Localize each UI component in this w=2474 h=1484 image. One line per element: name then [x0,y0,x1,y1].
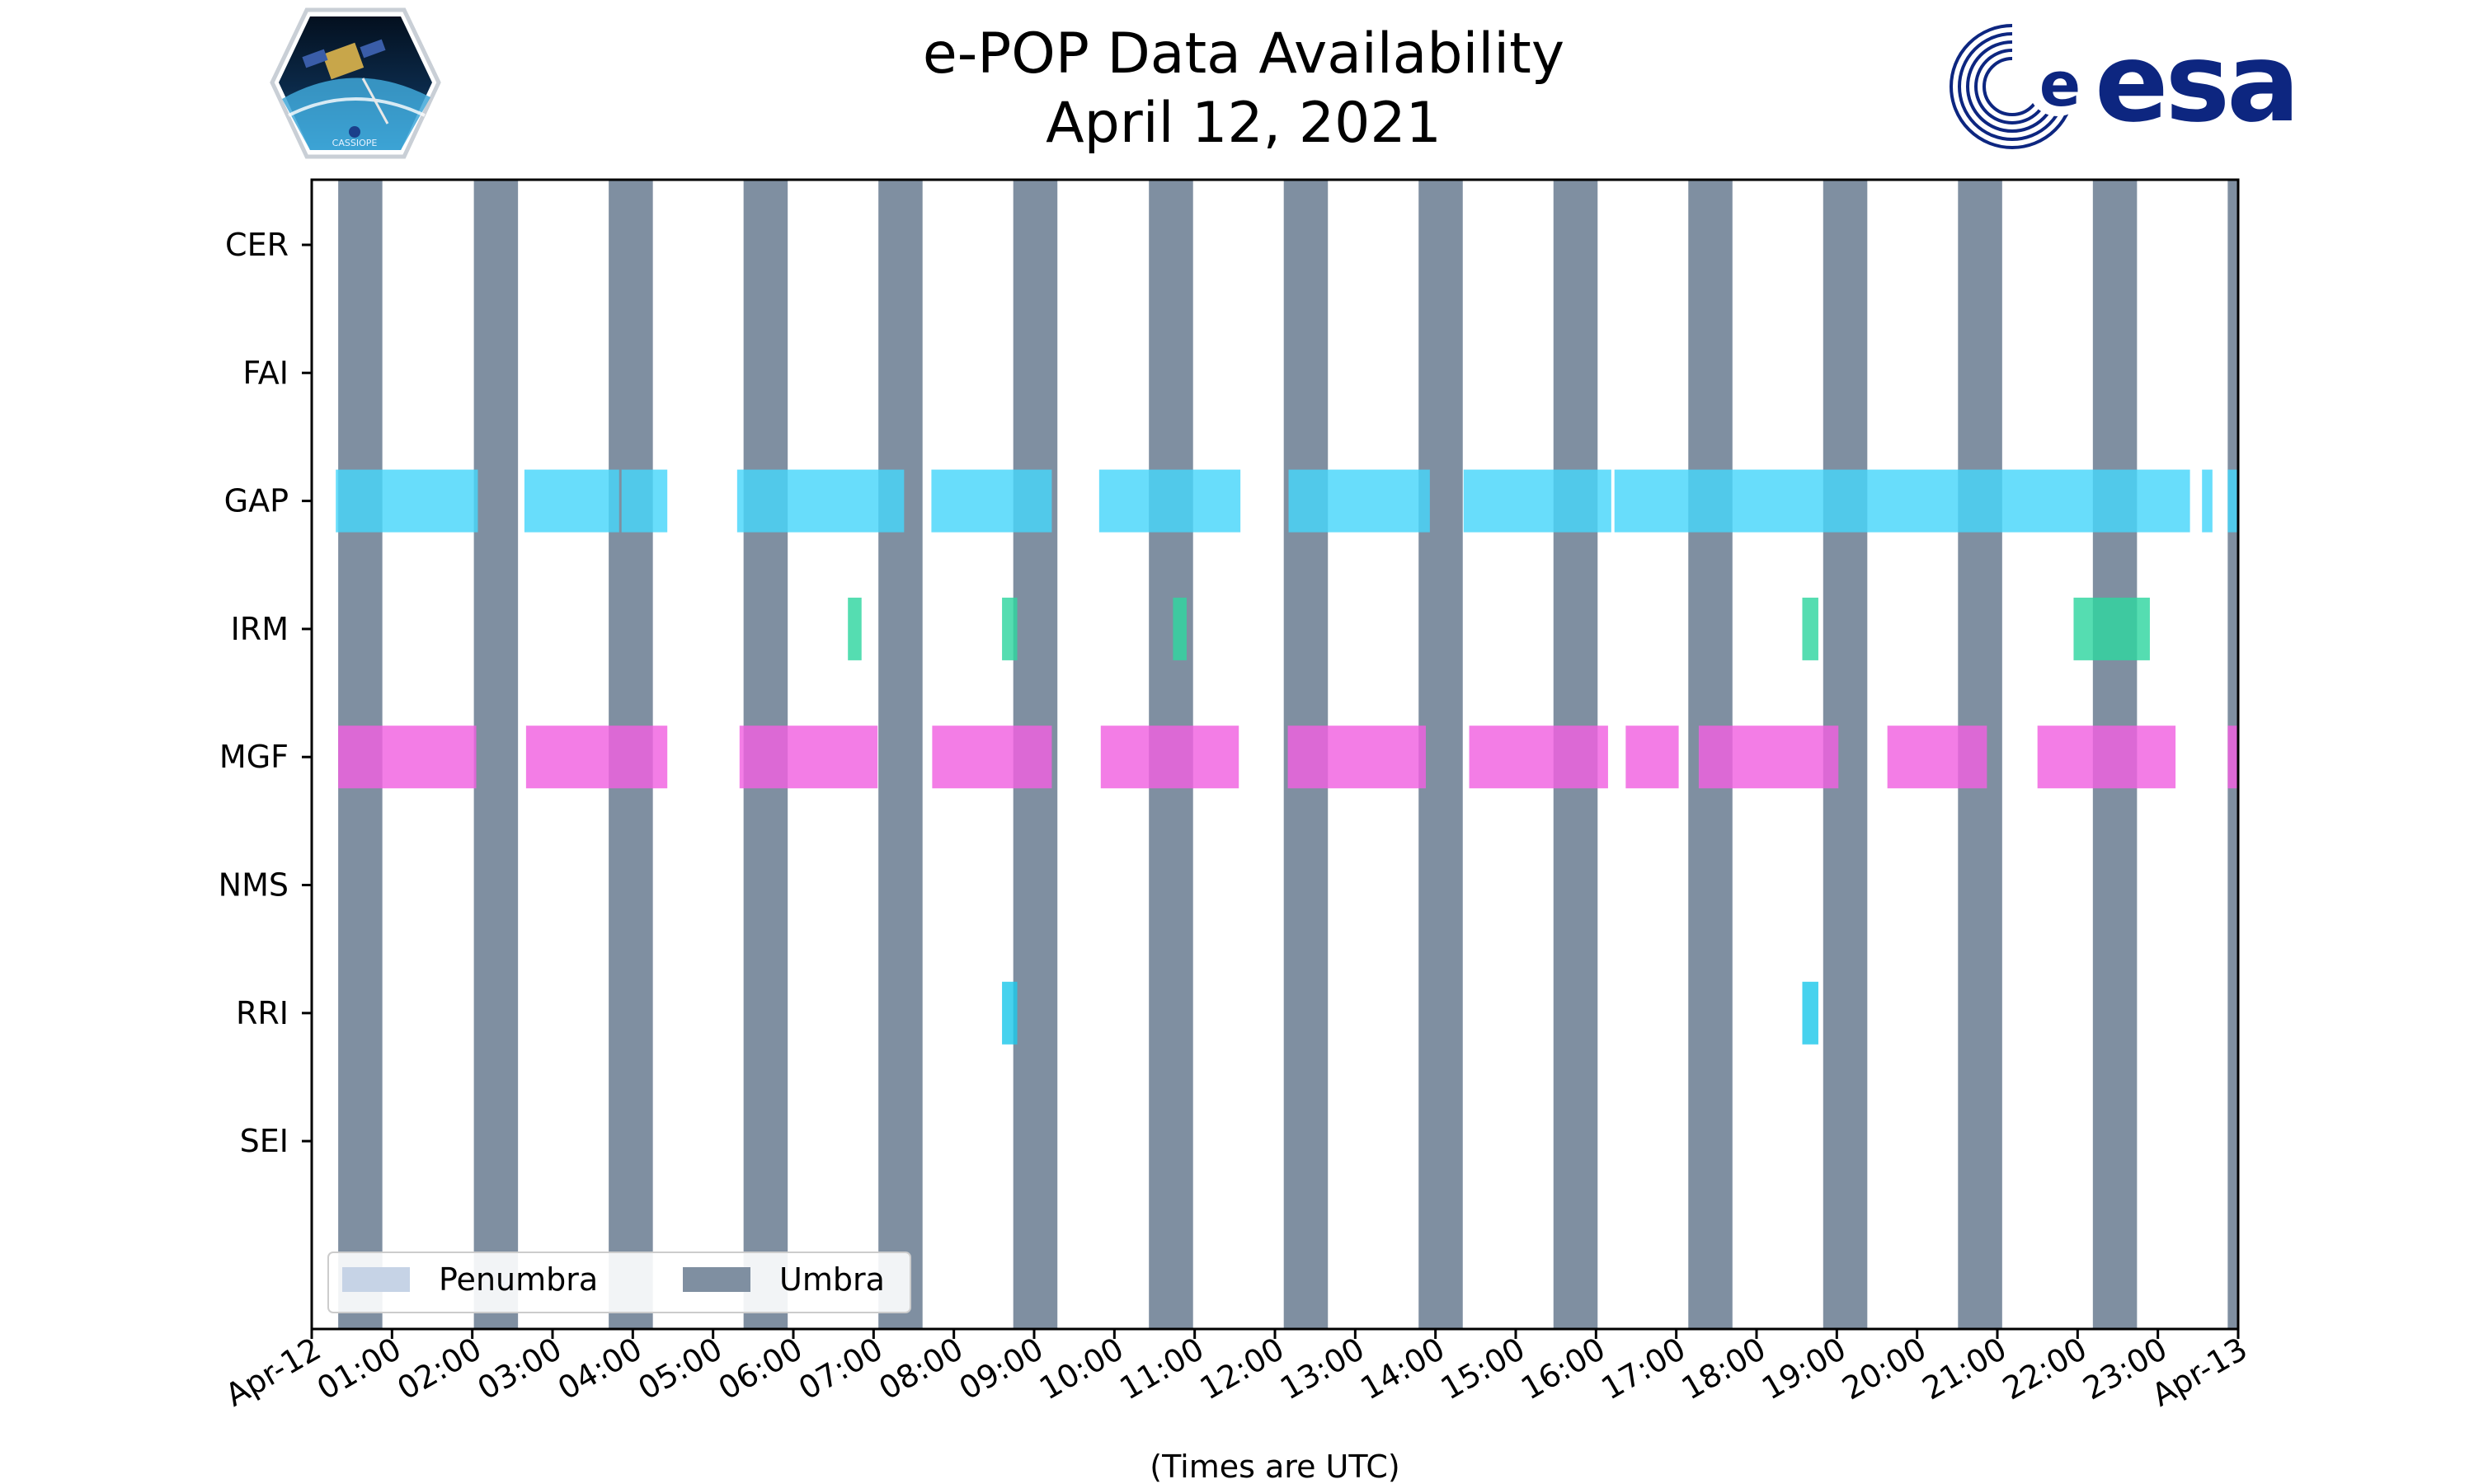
legend-label-umbra: Umbra [779,1261,885,1298]
x-tick-label: 19:00 [1756,1331,1852,1407]
x-tick-label: 21:00 [1917,1331,2013,1407]
x-tick-label: 07:00 [793,1331,889,1407]
chart-title-line1: e-POP Data Availability [923,21,1564,87]
y-tick-label: GAP [224,483,289,519]
x-tick-label: 03:00 [472,1331,568,1407]
bar-mgf [1469,726,1608,789]
bar-gap [524,469,619,533]
legend: Penumbra Umbra [327,1252,911,1313]
x-tick-label: 17:00 [1595,1331,1691,1407]
esa-logo-icon: e esa [1950,20,2300,149]
bar-gap [2227,469,2238,533]
bar-mgf [739,726,878,789]
bar-gap [621,469,668,533]
umbra-interval [473,180,519,1329]
bar-rri [1802,981,1818,1045]
bar-gap [1463,469,1611,533]
y-tick-label: CER [225,227,289,263]
x-tick-label: 09:00 [953,1331,1050,1407]
x-tick-label: 20:00 [1836,1331,1932,1407]
x-axis: Apr-1201:0002:0003:0004:0005:0006:0007:0… [219,1329,2254,1413]
umbra-interval [878,180,923,1329]
x-tick-label: 04:00 [552,1331,648,1407]
bar-mgf [1887,726,1987,789]
x-tick-label: 10:00 [1033,1331,1130,1407]
x-tick-label: 06:00 [713,1331,809,1407]
bar-irm [2073,597,2150,660]
bar-gap [336,469,478,533]
x-tick-label: 13:00 [1274,1331,1371,1407]
bar-rri [1002,981,1018,1045]
chart-title-line2: April 12, 2021 [1046,91,1442,156]
bar-mgf [1100,726,1239,789]
legend-box [327,1252,911,1313]
bar-mgf [525,726,668,789]
bar-irm [1802,597,1818,660]
bar-gap [1614,469,2190,533]
bar-mgf [2037,726,2176,789]
bar-gap [736,469,905,533]
x-tick-label: 01:00 [311,1331,407,1407]
bar-mgf [932,726,1052,789]
bar-mgf [2227,726,2238,789]
bar-gap [931,469,1052,533]
x-tick-label: 16:00 [1515,1331,1611,1407]
y-tick-label: SEI [240,1123,289,1159]
bar-irm [1002,597,1018,660]
x-tick-label: Apr-12 [219,1331,327,1414]
x-axis-label: (Times are UTC) [1150,1449,1399,1484]
bar-gap [1288,469,1430,533]
legend-swatch-umbra [683,1267,750,1292]
bar-irm [1173,597,1187,660]
x-tick-label: 02:00 [391,1331,487,1407]
umbra-interval [1418,180,1463,1329]
y-tick-label: NMS [219,867,289,904]
bar-gap [2202,469,2213,533]
x-tick-label: 08:00 [872,1331,969,1407]
legend-swatch-penumbra [342,1267,410,1292]
cassiope-mission-patch-icon: CASSIOPE [270,7,441,159]
x-tick-label: 18:00 [1676,1331,1772,1407]
y-tick-label: MGF [219,739,289,775]
bar-mgf [1287,726,1426,789]
esa-logo-text: esa [2095,20,2297,147]
bar-mgf [1625,726,1679,789]
bar-mgf [1698,726,1839,789]
legend-label-penumbra: Penumbra [439,1261,598,1298]
y-tick-label: FAI [242,355,289,391]
y-tick-label: IRM [231,611,289,647]
x-tick-label: 12:00 [1194,1331,1291,1407]
instrument-bars [336,469,2238,1045]
bar-irm [848,597,862,660]
svg-text:e: e [2039,49,2081,120]
y-tick-label: RRI [236,995,289,1031]
x-tick-label: 14:00 [1354,1331,1451,1407]
bar-mgf [338,726,477,789]
bar-gap [1098,469,1241,533]
x-tick-label: 15:00 [1435,1331,1531,1407]
x-tick-label: 22:00 [1997,1331,2093,1407]
x-tick-label: 05:00 [632,1331,728,1407]
x-tick-label: 11:00 [1113,1331,1210,1407]
cassiope-patch-text: CASSIOPE [332,138,378,148]
y-axis: CER FAI GAP IRM MGF NMS RRI SEI [219,227,312,1159]
